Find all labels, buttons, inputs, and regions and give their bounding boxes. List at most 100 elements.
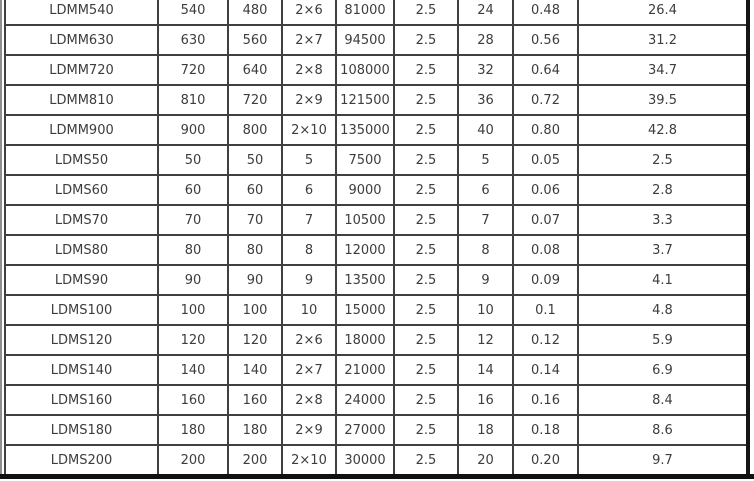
value-cell: 42.8: [577, 114, 748, 146]
value-cell: 39.5: [577, 84, 748, 116]
value-cell: 0.16: [512, 384, 579, 416]
value-cell: 0.64: [512, 54, 579, 86]
model-cell: LDMS100: [4, 294, 159, 326]
model-cell: LDMS90: [4, 264, 159, 296]
right-outer-border: [746, 0, 750, 479]
value-cell: 6: [457, 174, 514, 206]
value-cell: 0.05: [512, 144, 579, 176]
value-cell: 27000: [335, 414, 395, 446]
value-cell: 24000: [335, 384, 395, 416]
value-cell: 12: [457, 324, 514, 356]
value-cell: 18: [457, 414, 514, 446]
value-cell: 0.72: [512, 84, 579, 116]
value-cell: 9: [281, 264, 337, 296]
value-cell: 0.1: [512, 294, 579, 326]
value-cell: 18000: [335, 324, 395, 356]
value-cell: 2.5: [577, 144, 748, 176]
spec-table-body: LDMM540 540 480 2×6 81000 2.5 24 0.48 26.4 LDMM63…: [4, 0, 748, 476]
value-cell: 800: [227, 114, 283, 146]
value-cell: 0.18: [512, 414, 579, 446]
value-cell: 2.5: [393, 444, 459, 476]
value-cell: 28: [457, 24, 514, 56]
table-row: LDMS120 120 120 2×6 18000 2.5 12 0.12 5.9: [4, 324, 748, 356]
model-cell: LDMS160: [4, 384, 159, 416]
value-cell: 9000: [335, 174, 395, 206]
value-cell: 90: [227, 264, 283, 296]
value-cell: 630: [157, 24, 229, 56]
value-cell: 2.5: [393, 144, 459, 176]
model-cell: LDMS180: [4, 414, 159, 446]
value-cell: 200: [157, 444, 229, 476]
value-cell: 200: [227, 444, 283, 476]
value-cell: 0.07: [512, 204, 579, 236]
value-cell: 9: [457, 264, 514, 296]
value-cell: 2×8: [281, 384, 337, 416]
value-cell: 135000: [335, 114, 395, 146]
value-cell: 2.5: [393, 0, 459, 26]
value-cell: 16: [457, 384, 514, 416]
value-cell: 8.4: [577, 384, 748, 416]
value-cell: 4.1: [577, 264, 748, 296]
value-cell: 7: [281, 204, 337, 236]
value-cell: 8: [457, 234, 514, 266]
value-cell: 2.5: [393, 354, 459, 386]
value-cell: 2.5: [393, 54, 459, 86]
value-cell: 2×7: [281, 354, 337, 386]
value-cell: 160: [157, 384, 229, 416]
value-cell: 2.5: [393, 234, 459, 266]
value-cell: 60: [157, 174, 229, 206]
value-cell: 120: [227, 324, 283, 356]
value-cell: 20: [457, 444, 514, 476]
value-cell: 100: [157, 294, 229, 326]
model-cell: LDMS200: [4, 444, 159, 476]
value-cell: 2×9: [281, 414, 337, 446]
value-cell: 2.5: [393, 414, 459, 446]
table-row: LDMS90 90 90 9 13500 2.5 9 0.09 4.1: [4, 264, 748, 296]
model-cell: LDMM810: [4, 84, 159, 116]
value-cell: 10500: [335, 204, 395, 236]
value-cell: 540: [157, 0, 229, 26]
value-cell: 2×7: [281, 24, 337, 56]
value-cell: 2×10: [281, 114, 337, 146]
value-cell: 0.06: [512, 174, 579, 206]
value-cell: 560: [227, 24, 283, 56]
value-cell: 5: [457, 144, 514, 176]
value-cell: 810: [157, 84, 229, 116]
table-row: LDMM900 900 800 2×10 135000 2.5 40 0.80 42.8: [4, 114, 748, 146]
model-cell: LDMM540: [4, 0, 159, 26]
value-cell: 9.7: [577, 444, 748, 476]
value-cell: 0.09: [512, 264, 579, 296]
value-cell: 30000: [335, 444, 395, 476]
value-cell: 12000: [335, 234, 395, 266]
table-row: LDMS180 180 180 2×9 27000 2.5 18 0.18 8.6: [4, 414, 748, 446]
spec-table: LDMM540 540 480 2×6 81000 2.5 24 0.48 26.4 LDMM63…: [4, 0, 748, 476]
value-cell: 5: [281, 144, 337, 176]
value-cell: 2.8: [577, 174, 748, 206]
value-cell: 2.5: [393, 204, 459, 236]
value-cell: 94500: [335, 24, 395, 56]
table-row: LDMS80 80 80 8 12000 2.5 8 0.08 3.7: [4, 234, 748, 266]
value-cell: 90: [157, 264, 229, 296]
value-cell: 120: [157, 324, 229, 356]
value-cell: 2×8: [281, 54, 337, 86]
value-cell: 0.08: [512, 234, 579, 266]
value-cell: 14: [457, 354, 514, 386]
value-cell: 140: [227, 354, 283, 386]
value-cell: 70: [157, 204, 229, 236]
model-cell: LDMS50: [4, 144, 159, 176]
value-cell: 480: [227, 0, 283, 26]
value-cell: 50: [227, 144, 283, 176]
value-cell: 2×6: [281, 0, 337, 26]
value-cell: 31.2: [577, 24, 748, 56]
value-cell: 108000: [335, 54, 395, 86]
table-row: LDMS140 140 140 2×7 21000 2.5 14 0.14 6.9: [4, 354, 748, 386]
value-cell: 34.7: [577, 54, 748, 86]
model-cell: LDMM720: [4, 54, 159, 86]
value-cell: 21000: [335, 354, 395, 386]
value-cell: 36: [457, 84, 514, 116]
value-cell: 7500: [335, 144, 395, 176]
model-cell: LDMS70: [4, 204, 159, 236]
model-cell: LDMS60: [4, 174, 159, 206]
table-row: LDMS50 50 50 5 7500 2.5 5 0.05 2.5: [4, 144, 748, 176]
value-cell: 2×10: [281, 444, 337, 476]
